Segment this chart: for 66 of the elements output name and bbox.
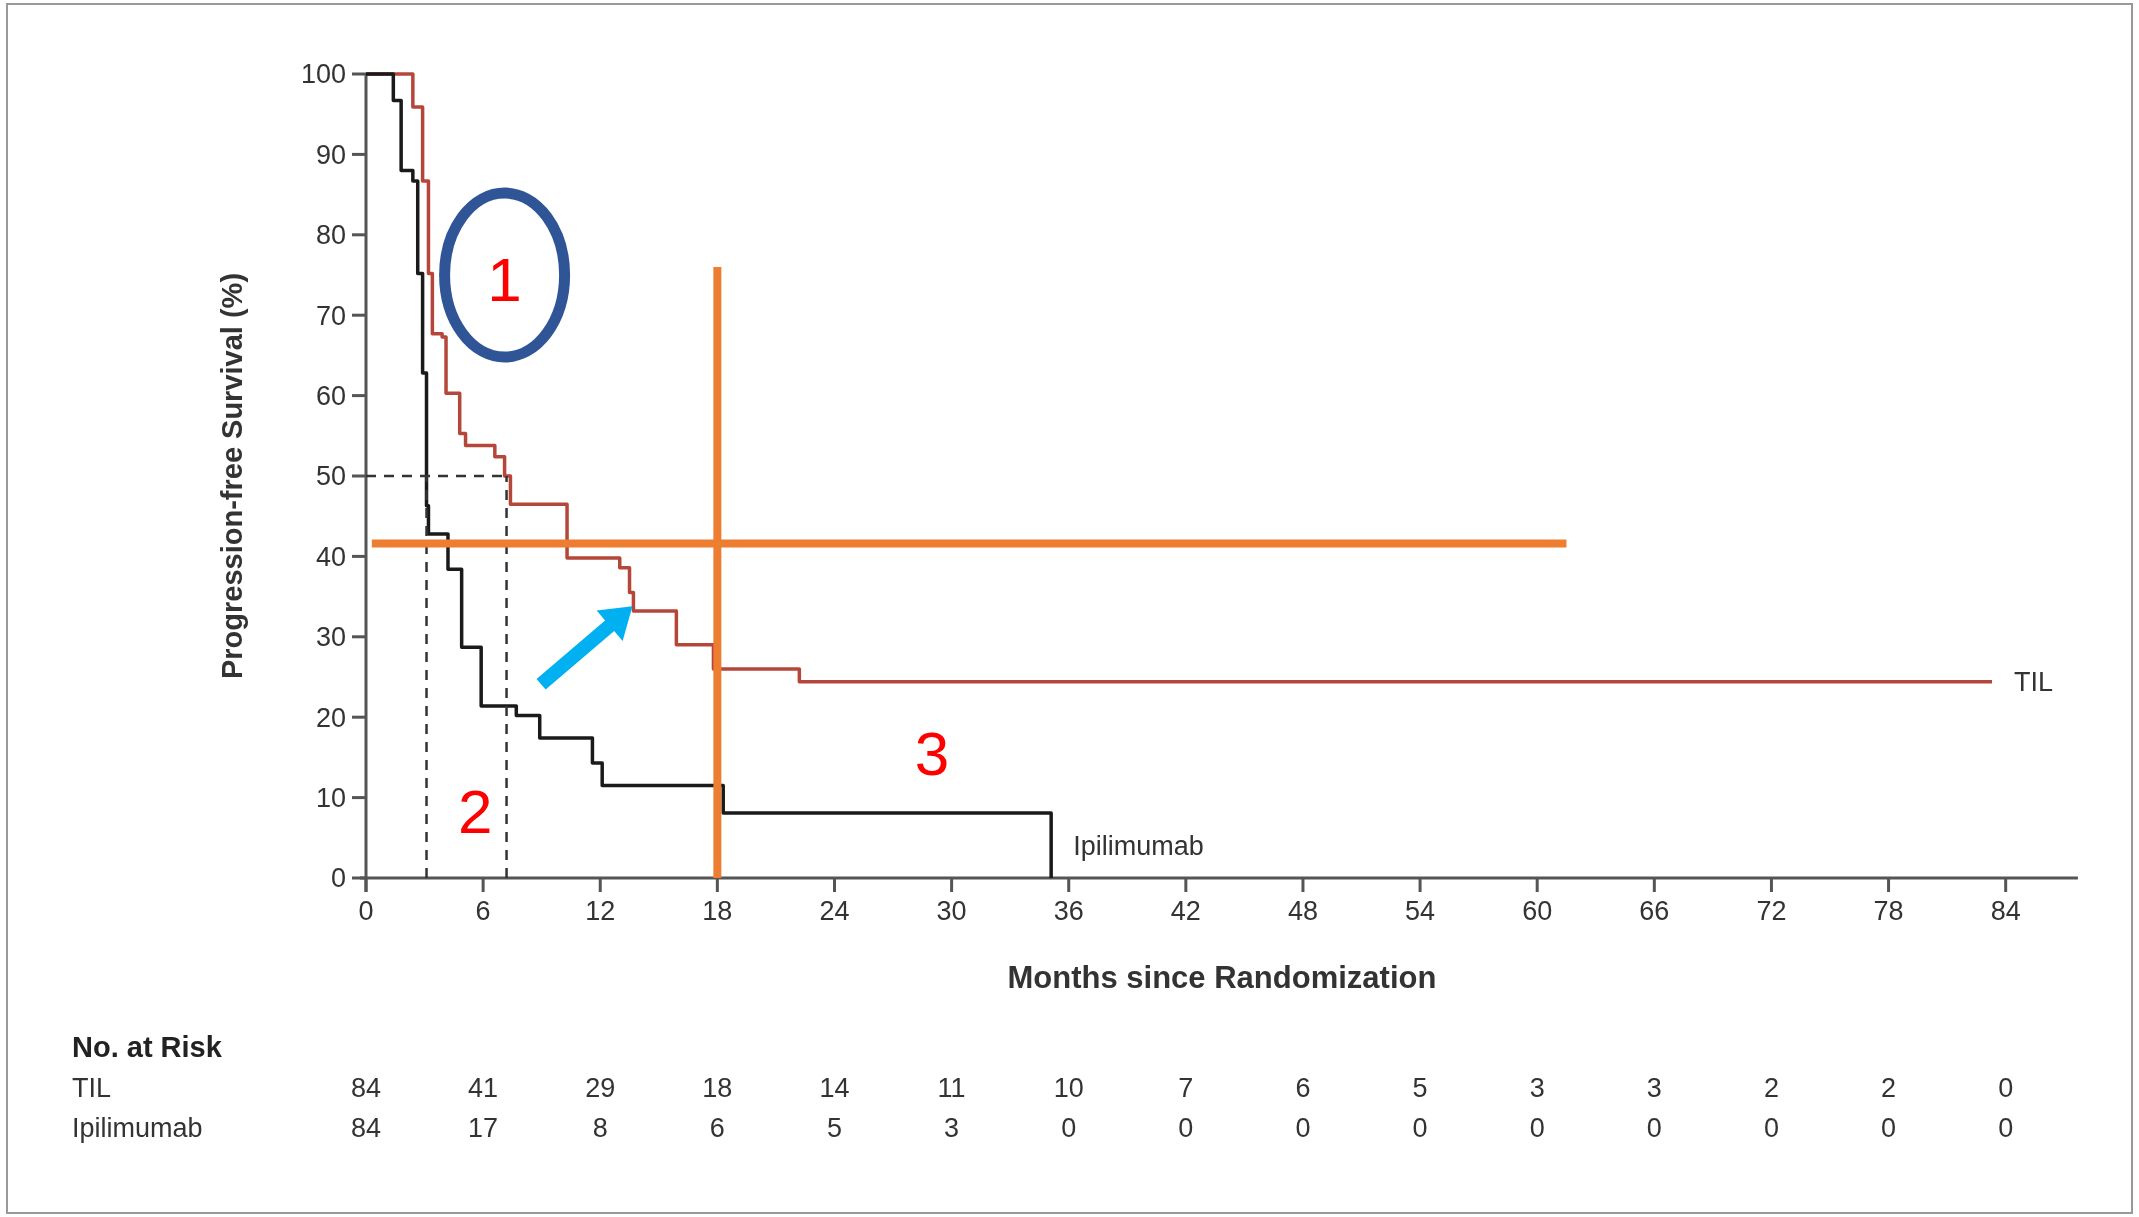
x-tick-label: 12 <box>585 896 616 926</box>
text: 0 <box>1529 1113 1545 1143</box>
text: 11 <box>937 1073 966 1103</box>
text: 3 <box>1529 1073 1545 1103</box>
x-tick-label: 60 <box>1522 896 1553 926</box>
text: 0 <box>1412 1113 1428 1143</box>
y-tick-label: 90 <box>315 139 346 170</box>
y-tick-label: 80 <box>315 220 346 251</box>
text: 0 <box>1881 1113 1897 1143</box>
y-tick-label: 50 <box>315 461 346 492</box>
x-tick-label: 72 <box>1756 896 1787 926</box>
text: No. at Risk <box>72 1031 223 1063</box>
x-tick-label: 0 <box>358 896 374 926</box>
x-tick-label: 36 <box>1053 896 1084 926</box>
text: 84 <box>350 1113 382 1143</box>
y-axis-title: Progression-free Survival (%) <box>216 272 248 680</box>
text: 5 <box>826 1113 842 1143</box>
text: 0 <box>1178 1113 1194 1143</box>
annotation: 2 <box>458 776 493 846</box>
text: 29 <box>585 1073 616 1103</box>
text: 0 <box>1295 1113 1311 1143</box>
y-tick-label: 20 <box>315 702 346 733</box>
annotation: 3 <box>914 719 950 789</box>
x-tick-label: 42 <box>1170 896 1201 926</box>
x-tick-label: 66 <box>1639 896 1670 926</box>
text: 3 <box>944 1113 960 1143</box>
text: TIL <box>72 1073 112 1103</box>
text: 6 <box>709 1113 725 1143</box>
x-tick-label: 54 <box>1405 896 1436 926</box>
text: 3 <box>1646 1073 1662 1103</box>
text: 41 <box>468 1073 499 1103</box>
x-axis-title: Months since Randomization <box>1007 960 1437 995</box>
text: Ipilimumab <box>72 1113 203 1143</box>
text: 7 <box>1178 1073 1194 1103</box>
x-tick-label: 24 <box>819 896 850 926</box>
text: 8 <box>592 1113 608 1143</box>
text: 0 <box>1998 1073 2014 1103</box>
text: 0 <box>1763 1113 1779 1143</box>
annotation: 1 <box>487 244 522 314</box>
x-tick-label: 6 <box>475 896 491 926</box>
y-tick-label: 0 <box>330 863 346 894</box>
text: 2 <box>1763 1073 1779 1103</box>
y-tick-label: 100 <box>300 59 346 90</box>
text: 18 <box>702 1073 733 1103</box>
text: 14 <box>819 1073 850 1103</box>
text: 0 <box>1061 1113 1077 1143</box>
text: 17 <box>468 1113 499 1143</box>
text: 2 <box>1881 1073 1897 1103</box>
x-tick-label: 18 <box>702 896 733 926</box>
text: 0 <box>1646 1113 1662 1143</box>
x-tick-label: 84 <box>1990 896 2021 926</box>
x-tick-label: 78 <box>1873 896 1904 926</box>
x-tick-label: 48 <box>1287 896 1318 926</box>
y-tick-label: 70 <box>315 300 346 331</box>
y-tick-label: 40 <box>315 541 346 572</box>
text: 6 <box>1295 1073 1311 1103</box>
y-tick-label: 60 <box>315 381 346 412</box>
text: 84 <box>350 1073 382 1103</box>
y-tick-label: 30 <box>315 622 346 653</box>
series-label: Ipilimumab <box>1073 830 1204 861</box>
text: 5 <box>1412 1073 1428 1103</box>
text: 0 <box>1998 1113 2014 1143</box>
x-tick-label: 30 <box>936 896 967 926</box>
y-tick-label: 10 <box>315 783 346 814</box>
text: 10 <box>1053 1073 1084 1103</box>
series-label: TIL <box>2014 667 2054 698</box>
